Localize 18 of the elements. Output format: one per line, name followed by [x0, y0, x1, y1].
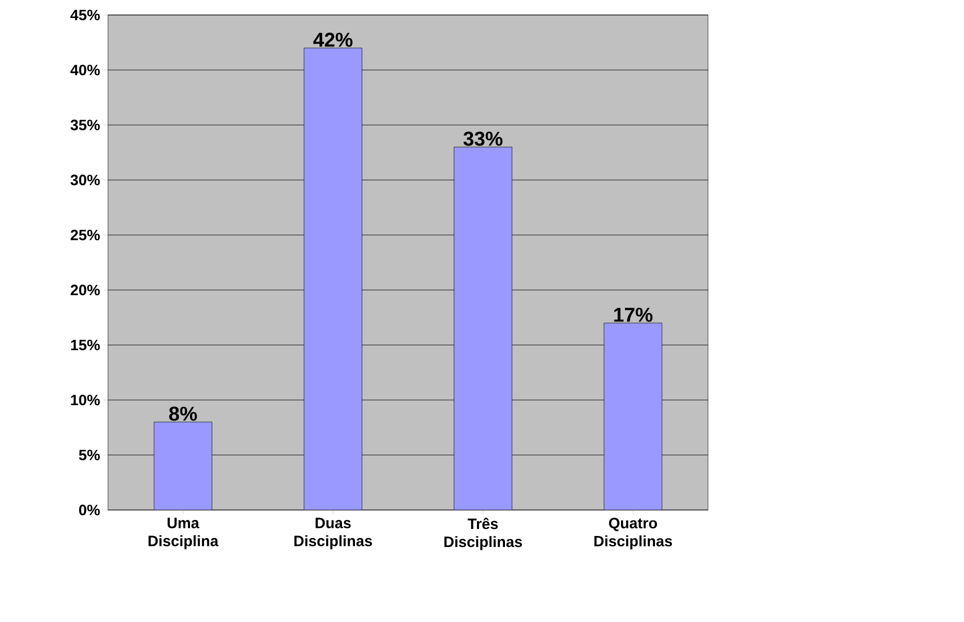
y-tick-label: 45%: [70, 10, 100, 20]
y-tick-label: 40%: [70, 64, 100, 76]
y-tick-label: 0%: [79, 504, 100, 516]
y-tick-label: 30%: [70, 174, 100, 186]
y-tick-label: 25%: [70, 230, 100, 240]
x-tick-label: Três Disciplinas: [444, 518, 522, 550]
y-tick-label: 20%: [70, 284, 100, 296]
data-label: 17%: [614, 308, 652, 322]
x-tick-label: Quatro Disciplinas: [594, 518, 672, 550]
x-tick-label: Duas Disciplinas: [294, 518, 372, 550]
data-label: 33%: [463, 132, 502, 146]
y-tick-label: 35%: [70, 120, 100, 130]
y-tick-label: 15%: [71, 340, 100, 350]
y-tick-label: 5%: [78, 450, 100, 460]
y-tick-label: 10%: [71, 394, 100, 406]
data-label: 42%: [313, 32, 352, 47]
data-label: 8%: [169, 406, 197, 421]
x-tick-label: Uma Disciplina: [148, 518, 219, 550]
